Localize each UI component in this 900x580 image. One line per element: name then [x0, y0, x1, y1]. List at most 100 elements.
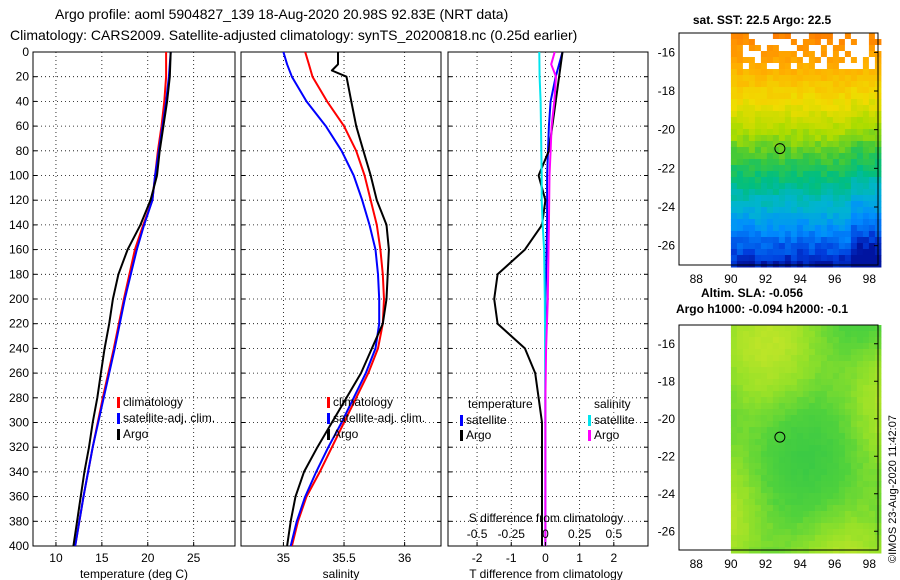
- sla-map-cell: [850, 493, 858, 500]
- sla-map-cell: [820, 355, 828, 362]
- sst-map-cell: [766, 243, 774, 250]
- sst-map-cell: [784, 171, 792, 178]
- sla-map-cell: [826, 355, 834, 362]
- sla-map-cell: [844, 409, 852, 416]
- sst-map-cell: [730, 231, 738, 238]
- sla-map-cell: [862, 535, 870, 542]
- sst-map-cell: [808, 261, 816, 268]
- sla-map-cell: [784, 391, 792, 398]
- sla-map-cell: [742, 397, 750, 404]
- sla-map-cell: [850, 427, 858, 434]
- sla-map-cell: [784, 337, 792, 344]
- sla-map-cell: [748, 367, 756, 374]
- sla-map-cell: [730, 379, 738, 386]
- sla-map-cell: [796, 451, 804, 458]
- sst-map-cell: [730, 93, 738, 100]
- t-diff-legend-swatch: [460, 430, 463, 441]
- sst-map-cell: [826, 87, 834, 94]
- sla-map-cell: [838, 469, 846, 476]
- sst-map-cell: [826, 231, 834, 238]
- sst-map-cell: [862, 261, 870, 268]
- sla-map-cell: [748, 325, 756, 332]
- sst-map-cell: [838, 93, 846, 100]
- sst-map-cell: [748, 243, 756, 250]
- sla-map-cell: [868, 505, 876, 512]
- sla-map-cell: [748, 529, 756, 536]
- sst-map-cell: [862, 129, 870, 136]
- sst-map-cell: [802, 117, 810, 124]
- sla-map-cell: [778, 457, 786, 464]
- sla-map-cell: [754, 505, 762, 512]
- sst-map-cell: [808, 183, 816, 190]
- sla-map-cell: [862, 457, 870, 464]
- sst-map-cell: [754, 39, 762, 46]
- sst-map-cell: [856, 183, 864, 190]
- sla-map-cell: [784, 541, 792, 548]
- sla-map-cell: [814, 445, 822, 452]
- sla-map-cell: [778, 337, 786, 344]
- sla-map-cell: [778, 379, 786, 386]
- sst-map-cell: [760, 165, 768, 172]
- sla-map-cell: [778, 505, 786, 512]
- sla-map-cell: [808, 511, 816, 518]
- sst-map-cell: [868, 219, 876, 226]
- title-line-1: Argo profile: aoml 5904827_139 18-Aug-20…: [55, 6, 508, 22]
- sst-map-cell: [844, 237, 852, 244]
- sst-map-cell: [838, 183, 846, 190]
- sst-map-cell: [796, 177, 804, 184]
- s-difference-tick-label: 0.25: [568, 527, 592, 541]
- sst-map-cell: [820, 159, 828, 166]
- sla-map-cell: [796, 511, 804, 518]
- sst-map-cell: [838, 189, 846, 196]
- sst-map-cell: [736, 123, 744, 130]
- sla-map-cell: [862, 451, 870, 458]
- sla-map-cell: [856, 367, 864, 374]
- sst-map-cell: [826, 117, 834, 124]
- sst-map-cell: [850, 63, 858, 70]
- sst-map-cell: [844, 189, 852, 196]
- sla-map-lon-label: 90: [724, 557, 738, 571]
- sla-map-cell: [766, 511, 774, 518]
- sst-map-cell: [742, 255, 750, 262]
- sla-map-cell: [766, 379, 774, 386]
- sla-map-cell: [814, 397, 822, 404]
- sla-map-cell: [838, 379, 846, 386]
- sla-map-cell: [754, 349, 762, 356]
- sst-map-cell: [832, 231, 840, 238]
- sla-map-cell: [748, 541, 756, 548]
- sla-map-cell: [856, 409, 864, 416]
- sst-map-cell: [832, 111, 840, 118]
- sst-map-cell: [748, 69, 756, 76]
- sst-map-cell: [754, 183, 762, 190]
- sla-map-cell: [796, 445, 804, 452]
- sla-map-cell: [826, 427, 834, 434]
- sla-map-cell: [766, 481, 774, 488]
- sst-map-cell: [772, 231, 780, 238]
- sla-map-cell: [832, 421, 840, 428]
- sst-map-cell: [814, 171, 822, 178]
- sst-map-cell: [778, 237, 786, 244]
- sst-map-cell: [808, 213, 816, 220]
- sst-map-cell: [856, 213, 864, 220]
- sst-map-cell: [808, 225, 816, 232]
- depth-tick-label: 120: [9, 193, 29, 207]
- sst-map-cell: [730, 225, 738, 232]
- sst-map-cell: [736, 81, 744, 88]
- sla-map-cell: [820, 463, 828, 470]
- sst-map-cell: [742, 75, 750, 82]
- sla-map-cell: [868, 523, 876, 530]
- sst-map-cell: [814, 249, 822, 256]
- sla-map-cell: [766, 451, 774, 458]
- depth-tick-label: 340: [9, 465, 29, 479]
- sst-map-cell: [754, 33, 762, 40]
- sla-map-cell: [808, 499, 816, 506]
- sst-map-cell: [856, 135, 864, 142]
- sst-map-cell: [850, 237, 858, 244]
- sst-map-cell: [808, 45, 816, 52]
- sla-map-cell: [790, 445, 798, 452]
- sst-map-cell: [838, 51, 846, 58]
- sla-map-cell: [796, 415, 804, 422]
- sla-map-cell: [850, 355, 858, 362]
- sla-map-cell: [772, 493, 780, 500]
- sst-map-cell: [838, 111, 846, 118]
